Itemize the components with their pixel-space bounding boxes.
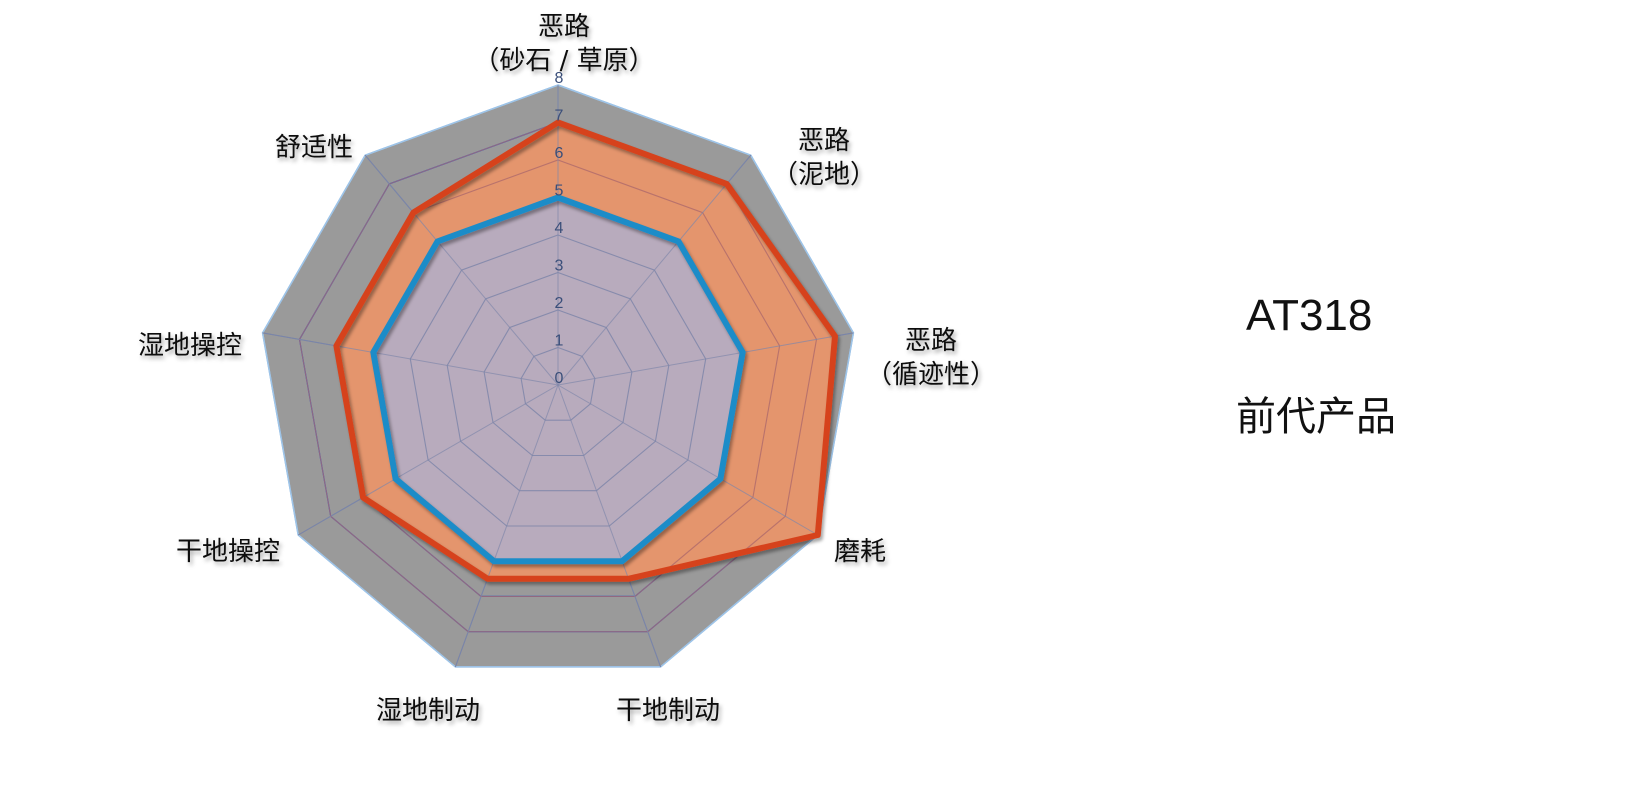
- legend: AT318 前代产品: [1150, 291, 1396, 440]
- data-point: [718, 477, 722, 481]
- series-line-0: [333, 119, 838, 582]
- grid-spoke-overlay: [557, 332, 854, 386]
- grid-ring-overlay: [446, 271, 670, 492]
- grid-spoke-overlay: [454, 384, 559, 668]
- data-point: [334, 344, 338, 348]
- data-point: [816, 533, 820, 537]
- data-point: [725, 182, 729, 186]
- axis-label: 湿地操控: [138, 331, 242, 361]
- grid-ring-overlay: [520, 346, 596, 421]
- series-line-1: [370, 194, 746, 565]
- grid-spoke-overlay: [297, 384, 559, 536]
- tick-label: 1: [555, 333, 564, 350]
- grid-ring-overlay: [298, 121, 818, 633]
- axis-label: 舒适性: [275, 133, 353, 163]
- data-point: [556, 121, 560, 124]
- radial-tick-labels: 0 1 2 3 4 5 6 7 8: [555, 70, 564, 387]
- data-point: [627, 577, 630, 581]
- data-point: [492, 559, 496, 563]
- data-point: [394, 477, 398, 481]
- data-point: [486, 577, 489, 581]
- data-point: [371, 350, 375, 354]
- axis-label: 恶路（泥地）: [772, 126, 876, 190]
- tick-label: 7: [555, 108, 564, 125]
- legend-label: 前代产品: [1236, 394, 1396, 440]
- axis-label: 湿地制动: [376, 696, 480, 726]
- grid-ring-overlay: [483, 309, 633, 457]
- tick-label: 6: [555, 145, 564, 162]
- tick-label: 2: [555, 295, 564, 312]
- legend-label: AT318: [1246, 291, 1372, 340]
- grid-ring-8: [261, 84, 855, 668]
- axis-label: 恶路（砂石 / 草原）: [473, 12, 654, 76]
- axis-label: 磨耗: [834, 537, 886, 567]
- data-point: [556, 196, 560, 199]
- grid-spoke-overlay: [557, 154, 752, 386]
- axis-label: 干地制动: [616, 696, 720, 726]
- data-point: [677, 239, 680, 243]
- grid-spoke-overlay: [557, 384, 662, 668]
- data-point: [436, 239, 439, 243]
- axis-label: 干地操控: [176, 537, 280, 567]
- grid-spoke-overlay: [262, 332, 559, 386]
- data-point: [833, 334, 837, 338]
- grid-spoke-overlay: [364, 154, 559, 386]
- grid-ring-overlay: [409, 234, 707, 527]
- tick-label: 5: [555, 183, 564, 200]
- tick-label: 4: [555, 220, 564, 237]
- data-point: [620, 559, 624, 563]
- data-point: [741, 350, 745, 354]
- grid-spoke-overlay: [557, 384, 819, 536]
- tick-label: 8: [555, 70, 564, 87]
- series-layer: [262, 85, 854, 668]
- data-point: [411, 211, 415, 215]
- tick-label: 3: [555, 258, 564, 275]
- tick-label: 0: [555, 370, 564, 387]
- axis-label: 恶路（循迹性）: [866, 326, 996, 390]
- data-point: [361, 496, 365, 499]
